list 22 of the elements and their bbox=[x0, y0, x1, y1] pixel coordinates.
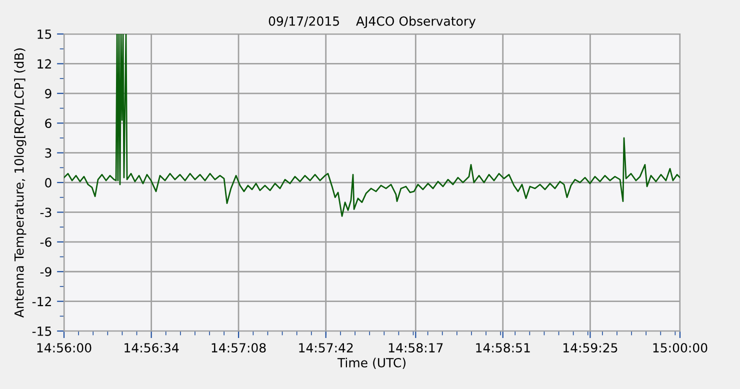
x-tick-label: 14:56:34 bbox=[124, 343, 179, 353]
y-tick-label: 12 bbox=[38, 59, 51, 68]
y-tick-label: 3 bbox=[45, 148, 52, 158]
y-tick-label: 6 bbox=[45, 118, 52, 128]
y-axis-title: Antenna Temperature, 10log[RCP/LCP] (dB) bbox=[14, 48, 26, 318]
x-axis-title: Time (UTC) bbox=[337, 358, 406, 369]
x-tick-label: 15:00:00 bbox=[653, 343, 708, 353]
y-tick-label: -3 bbox=[40, 208, 52, 218]
y-tick-label: 0 bbox=[45, 178, 52, 188]
x-tick-label: 14:56:00 bbox=[37, 343, 92, 353]
y-tick-label: -15 bbox=[32, 326, 52, 336]
y-tick-label: 15 bbox=[38, 30, 52, 39]
x-tick-label: 14:57:08 bbox=[212, 343, 266, 353]
y-tick-label: -9 bbox=[40, 267, 52, 277]
y-tick-label: -12 bbox=[32, 296, 51, 306]
x-tick-label: 14:57:42 bbox=[299, 343, 353, 353]
y-tick-label: -6 bbox=[40, 237, 52, 247]
x-tick-label: 14:59:25 bbox=[563, 343, 618, 353]
x-tick-label: 14:58:17 bbox=[388, 343, 443, 353]
chart-title: 09/17/2015 AJ4CO Observatory bbox=[268, 16, 476, 28]
y-tick-label: 9 bbox=[45, 88, 52, 98]
x-tick-label: 14:58:51 bbox=[476, 343, 530, 353]
